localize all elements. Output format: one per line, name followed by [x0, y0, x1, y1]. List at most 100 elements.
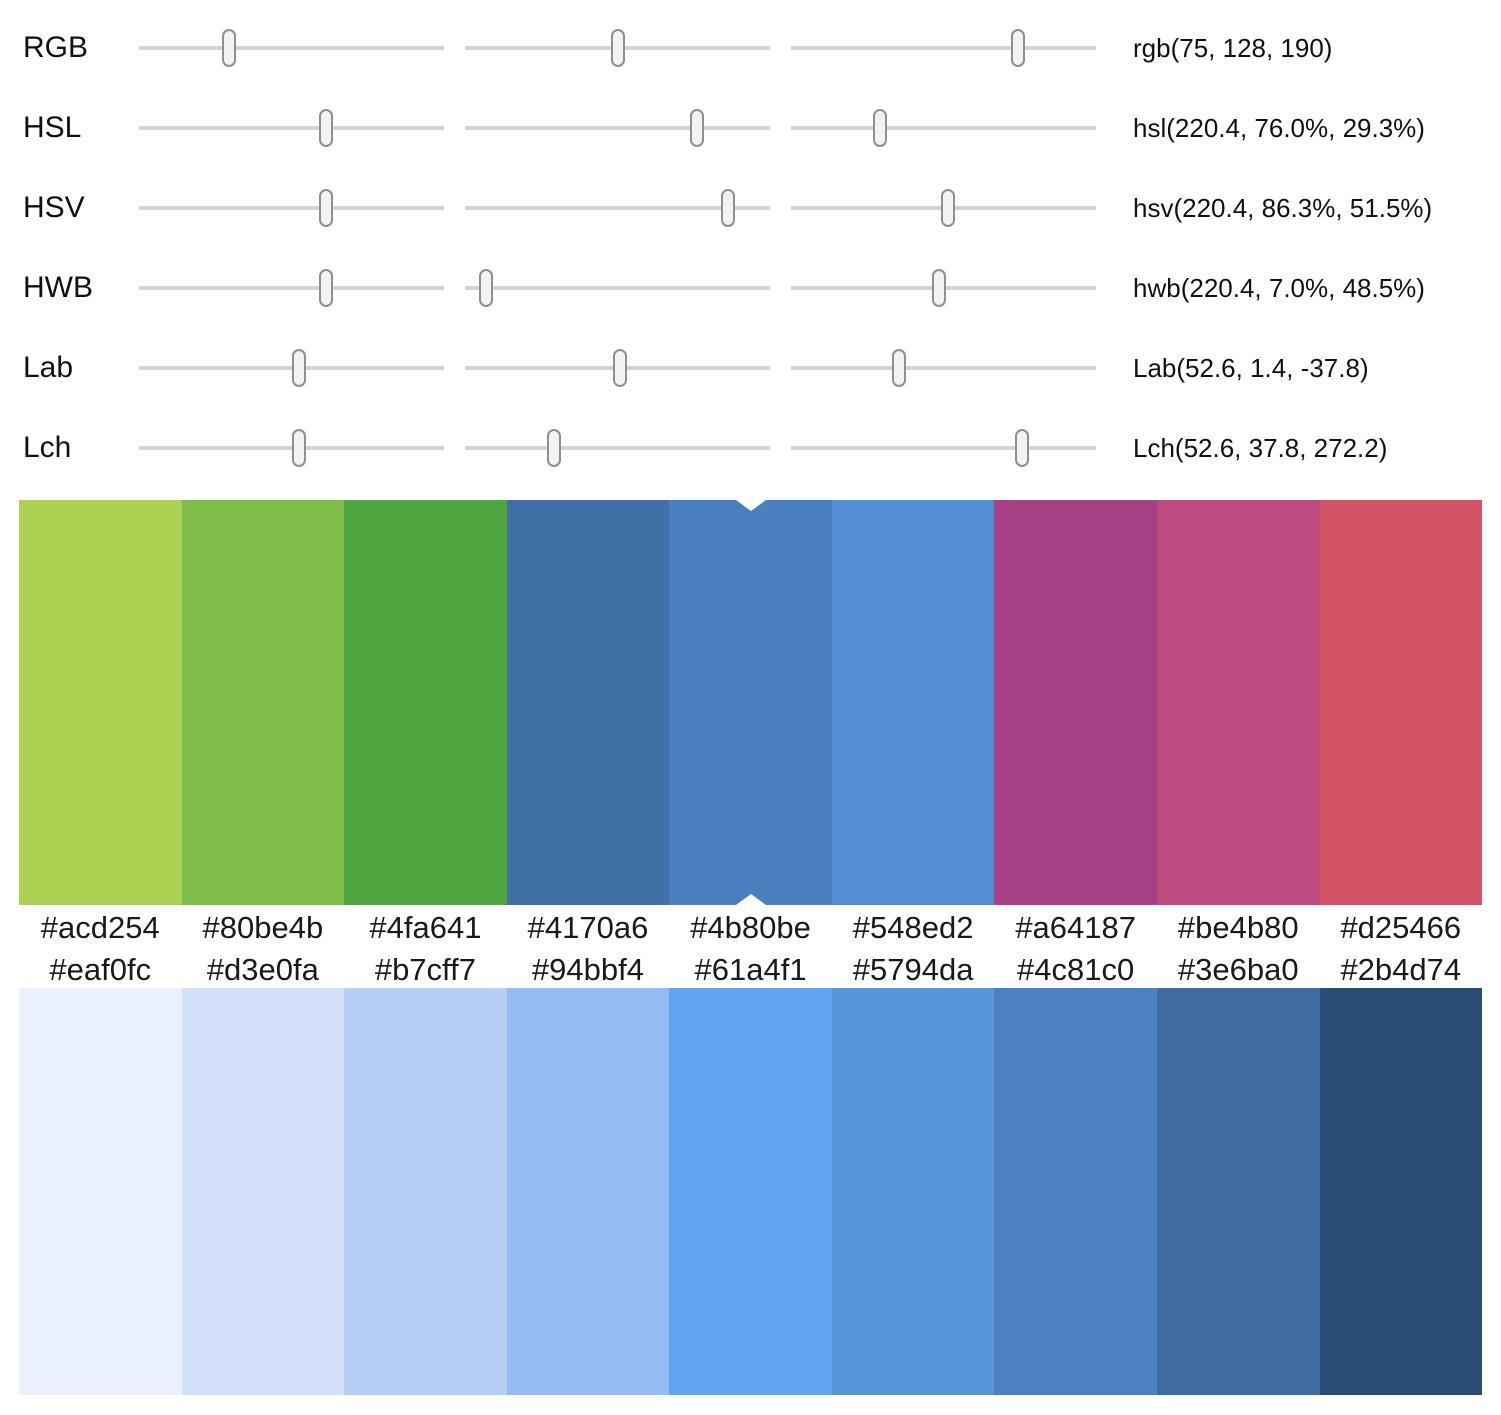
hue-swatch[interactable]	[506, 500, 670, 905]
swatch-hex-label: #548ed2	[852, 910, 974, 945]
swatch-hex-label: #acd254	[40, 910, 160, 945]
hsl-l-slider[interactable]	[791, 105, 1096, 151]
shade-swatch[interactable]	[181, 988, 345, 1395]
hue-swatch[interactable]	[1319, 500, 1483, 905]
row-label-lch: Lch	[23, 431, 72, 464]
hue-hex-label-row: #acd254 #80be4b #4fa641 #4170a6 #4b80be …	[19, 905, 1482, 950]
row-label-hsl: HSL	[23, 111, 82, 144]
swatch-hex-label: #d25466	[1340, 910, 1462, 945]
row-label-hwb: HWB	[23, 271, 93, 304]
shade-swatch[interactable]	[506, 988, 670, 1395]
lab-a-slider[interactable]	[465, 345, 770, 391]
shade-swatch[interactable]	[1156, 988, 1320, 1395]
hue-swatch[interactable]	[181, 500, 345, 905]
slider-row-lab: Lab Lab(52.6, 1.4, -37.8)	[0, 328, 1501, 408]
swatch-hex-label: #2b4d74	[1340, 951, 1462, 987]
hue-swatch[interactable]	[19, 500, 182, 905]
hue-swatch-selected[interactable]	[669, 500, 832, 905]
slider-row-hsv: HSV hsv(220.4, 86.3%, 51.5%)	[0, 168, 1501, 248]
hsv-s-slider[interactable]	[465, 185, 770, 231]
lab-b-slider[interactable]	[791, 345, 1096, 391]
selected-swatch-marker-bottom	[735, 894, 766, 905]
shade-swatch[interactable]	[669, 988, 832, 1395]
slider-track	[139, 206, 444, 210]
swatch-hex-label: #94bbf4	[531, 951, 644, 987]
slider-thumb[interactable]	[292, 429, 307, 467]
hue-swatch[interactable]	[831, 500, 995, 905]
color-slider-panel: RGB rgb(75, 128, 190) HSL hsl(220.4,	[0, 0, 1501, 488]
slider-thumb[interactable]	[721, 189, 736, 227]
hwb-b-slider[interactable]	[791, 265, 1096, 311]
shade-swatch[interactable]	[994, 988, 1157, 1395]
lch-c-slider[interactable]	[465, 425, 770, 471]
slider-track	[465, 126, 770, 130]
slider-row-hwb: HWB hwb(220.4, 7.0%, 48.5%)	[0, 248, 1501, 328]
row-label-rgb: RGB	[23, 31, 89, 64]
swatch-hex-label: #4170a6	[527, 910, 649, 945]
slider-thumb[interactable]	[1011, 29, 1026, 67]
lab-l-slider[interactable]	[139, 345, 444, 391]
slider-thumb[interactable]	[873, 109, 888, 147]
swatch-hex-label: #a64187	[1015, 910, 1136, 945]
slider-thumb[interactable]	[318, 109, 333, 147]
slider-row-hsl: HSL hsl(220.4, 76.0%, 29.3%)	[0, 88, 1501, 168]
slider-thumb[interactable]	[689, 109, 704, 147]
hwb-h-slider[interactable]	[139, 265, 444, 311]
lch-value-text: Lch(52.6, 37.8, 272.2)	[1133, 433, 1388, 463]
slider-thumb[interactable]	[941, 189, 956, 227]
shade-swatch[interactable]	[19, 988, 182, 1395]
swatch-hex-label: #3e6ba0	[1177, 951, 1299, 987]
slider-track	[465, 446, 770, 450]
slider-row-lch: Lch Lch(52.6, 37.8, 272.2)	[0, 408, 1501, 488]
shade-swatch[interactable]	[1319, 988, 1483, 1395]
hue-palette	[19, 500, 1483, 905]
slider-thumb[interactable]	[318, 189, 333, 227]
lab-value-text: Lab(52.6, 1.4, -37.8)	[1133, 353, 1369, 383]
slider-thumb[interactable]	[931, 269, 946, 307]
swatch-hex-label: #80be4b	[202, 910, 324, 945]
slider-thumb[interactable]	[611, 29, 626, 67]
slider-thumb[interactable]	[546, 429, 561, 467]
slider-track	[465, 206, 770, 210]
slider-track	[791, 46, 1096, 50]
hsl-s-slider[interactable]	[465, 105, 770, 151]
slider-track	[139, 366, 444, 370]
shade-swatch[interactable]	[344, 988, 507, 1395]
rgb-g-slider[interactable]	[465, 25, 770, 71]
slider-thumb[interactable]	[891, 349, 906, 387]
rgb-b-slider[interactable]	[791, 25, 1096, 71]
swatch-hex-label: #b7cff7	[374, 951, 476, 987]
hue-swatch[interactable]	[344, 500, 507, 905]
selected-swatch-marker-top	[735, 500, 766, 511]
swatch-hex-label: #4fa641	[369, 910, 482, 945]
row-label-hsv: HSV	[23, 191, 85, 224]
hsv-h-slider[interactable]	[139, 185, 444, 231]
slider-track	[139, 286, 444, 290]
lch-l-slider[interactable]	[139, 425, 444, 471]
rgb-value-text: rgb(75, 128, 190)	[1133, 33, 1333, 63]
slider-thumb[interactable]	[292, 349, 307, 387]
hwb-value-text: hwb(220.4, 7.0%, 48.5%)	[1133, 273, 1425, 303]
slider-track	[791, 126, 1096, 130]
hue-swatch[interactable]	[994, 500, 1157, 905]
lch-h-slider[interactable]	[791, 425, 1096, 471]
hsl-h-slider[interactable]	[139, 105, 444, 151]
slider-track	[791, 446, 1096, 450]
slider-thumb[interactable]	[221, 29, 236, 67]
slider-thumb[interactable]	[479, 269, 494, 307]
hue-swatch[interactable]	[1156, 500, 1320, 905]
hwb-w-slider[interactable]	[465, 265, 770, 311]
rgb-r-slider[interactable]	[139, 25, 444, 71]
swatch-hex-label: #be4b80	[1177, 910, 1299, 945]
slider-thumb[interactable]	[612, 349, 627, 387]
slider-track	[139, 46, 444, 50]
hsv-v-slider[interactable]	[791, 185, 1096, 231]
slider-track	[139, 126, 444, 130]
swatch-hex-label: #5794da	[852, 951, 974, 987]
slider-thumb[interactable]	[1014, 429, 1029, 467]
slider-track	[139, 446, 444, 450]
shade-swatch[interactable]	[831, 988, 995, 1395]
slider-thumb[interactable]	[318, 269, 333, 307]
shade-palette	[19, 988, 1483, 1395]
swatch-hex-label: #eaf0fc	[49, 951, 152, 987]
